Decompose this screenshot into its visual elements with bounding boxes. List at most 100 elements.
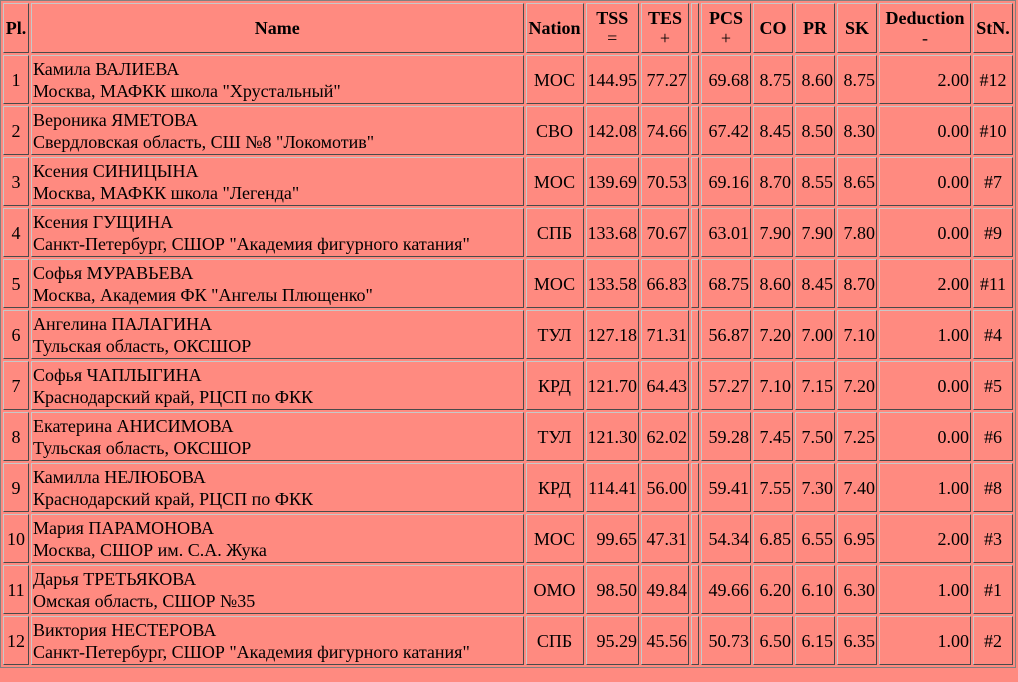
cell-stn: #12 — [973, 55, 1013, 104]
cell-name: Мария ПАРАМОНОВА Москва, СШОР им. С.А. Жу… — [31, 514, 524, 563]
cell-nation: МОС — [525, 157, 584, 206]
cell-pr: 6.55 — [795, 514, 835, 563]
skater-name: Софья ЧАПЛЫГИНА — [33, 364, 202, 385]
cell-pcs: 59.41 — [701, 463, 751, 512]
skater-club: Москва, СШОР им. С.А. Жука — [33, 539, 267, 560]
header-deduction: Deduction - — [879, 3, 971, 53]
cell-deduction: 0.00 — [879, 106, 971, 155]
header-name: Name — [31, 3, 524, 53]
header-nation: Nation — [525, 3, 584, 53]
cell-sk: 8.75 — [837, 55, 877, 104]
header-tes: TES + — [641, 3, 689, 53]
cell-place: 12 — [3, 616, 29, 665]
skater-name: Екатерина АНИСИМОВА — [33, 415, 234, 436]
cell-nation: МОС — [525, 55, 584, 104]
skater-club: Краснодарский край, РЦСП по ФКК — [33, 386, 313, 407]
cell-pcs: 57.27 — [701, 361, 751, 410]
table-row: 6 Ангелина ПАЛАГИНА Тульская область, ОКСШ… — [3, 310, 1013, 359]
cell-nation: ТУЛ — [525, 310, 584, 359]
table-row: 7 Софья ЧАПЛЫГИНА Краснодарский край, РЦСП… — [3, 361, 1013, 410]
cell-stn: #3 — [973, 514, 1013, 563]
cell-tss: 139.69 — [585, 157, 639, 206]
cell-name: Софья МУРАВЬЕВА Москва, Академия ФК "Анге… — [31, 259, 524, 308]
cell-pr: 8.60 — [795, 55, 835, 104]
cell-nation: СПБ — [525, 616, 584, 665]
cell-pcs: 50.73 — [701, 616, 751, 665]
cell-co: 6.20 — [753, 565, 793, 614]
cell-deduction: 1.00 — [879, 616, 971, 665]
cell-deduction: 0.00 — [879, 412, 971, 461]
header-stn: StN. — [973, 3, 1013, 53]
cell-tes: 74.66 — [641, 106, 689, 155]
cell-place: 7 — [3, 361, 29, 410]
skater-club: Тульская область, ОКСШОР — [33, 335, 252, 356]
cell-tss: 127.18 — [585, 310, 639, 359]
table-row: 11 Дарья ТРЕТЬЯКОВА Омская область, СШОР №… — [3, 565, 1013, 614]
cell-sk: 6.95 — [837, 514, 877, 563]
header-deduction-label: Deduction — [885, 8, 965, 28]
cell-gap — [691, 412, 699, 461]
cell-sk: 6.35 — [837, 616, 877, 665]
cell-name: Ксения СИНИЦЫНА Москва, МАФКК школа "Леге… — [31, 157, 524, 206]
skater-name: Софья МУРАВЬЕВА — [33, 262, 194, 283]
cell-deduction: 0.00 — [879, 157, 971, 206]
skater-club: Свердловская область, СШ №8 "Локомотив" — [33, 131, 375, 152]
cell-co: 8.70 — [753, 157, 793, 206]
cell-deduction: 2.00 — [879, 259, 971, 308]
cell-stn: #6 — [973, 412, 1013, 461]
cell-tes: 56.00 — [641, 463, 689, 512]
cell-nation: ОМО — [525, 565, 584, 614]
cell-place: 10 — [3, 514, 29, 563]
skater-name: Камила ВАЛИЕВА — [33, 58, 180, 79]
cell-co: 7.45 — [753, 412, 793, 461]
cell-nation: МОС — [525, 259, 584, 308]
table-row: 5 Софья МУРАВЬЕВА Москва, Академия ФК "Анг… — [3, 259, 1013, 308]
table-row: 4 Ксения ГУЩИНА Санкт-Петербург, СШОР "Ака… — [3, 208, 1013, 257]
cell-pcs: 67.42 — [701, 106, 751, 155]
table-row: 9 Камилла НЕЛЮБОВА Краснодарский край, РЦС… — [3, 463, 1013, 512]
cell-sk: 8.65 — [837, 157, 877, 206]
cell-nation: СПБ — [525, 208, 584, 257]
header-row: Pl. Name Nation TSS = TES + PCS + CO PR … — [3, 3, 1013, 53]
skater-club: Омская область, СШОР №35 — [33, 590, 256, 611]
cell-gap — [691, 310, 699, 359]
cell-tes: 45.56 — [641, 616, 689, 665]
cell-deduction: 0.00 — [879, 361, 971, 410]
cell-gap — [691, 361, 699, 410]
cell-name: Дарья ТРЕТЬЯКОВА Омская область, СШОР №35 — [31, 565, 524, 614]
cell-tss: 99.65 — [585, 514, 639, 563]
results-table: Pl. Name Nation TSS = TES + PCS + CO PR … — [0, 0, 1016, 668]
header-tss-sub: = — [607, 28, 618, 48]
cell-place: 1 — [3, 55, 29, 104]
cell-pcs: 63.01 — [701, 208, 751, 257]
skater-club: Москва, МАФКК школа "Хрустальный" — [33, 80, 341, 101]
cell-nation: МОС — [525, 514, 584, 563]
cell-gap — [691, 514, 699, 563]
cell-place: 2 — [3, 106, 29, 155]
skater-club: Москва, Академия ФК "Ангелы Плющенко" — [33, 284, 373, 305]
cell-pcs: 69.68 — [701, 55, 751, 104]
cell-deduction: 1.00 — [879, 565, 971, 614]
cell-stn: #11 — [973, 259, 1013, 308]
cell-tes: 77.27 — [641, 55, 689, 104]
cell-tes: 66.83 — [641, 259, 689, 308]
cell-tes: 71.31 — [641, 310, 689, 359]
header-sk: SK — [837, 3, 877, 53]
cell-place: 9 — [3, 463, 29, 512]
skater-club: Краснодарский край, РЦСП по ФКК — [33, 488, 313, 509]
header-tss-label: TSS — [596, 8, 629, 28]
header-pcs-label: PCS — [708, 8, 743, 28]
cell-stn: #7 — [973, 157, 1013, 206]
header-gap — [691, 3, 699, 53]
cell-tes: 47.31 — [641, 514, 689, 563]
table-row: 10 Мария ПАРАМОНОВА Москва, СШОР им. С.А. … — [3, 514, 1013, 563]
cell-name: Камилла НЕЛЮБОВА Краснодарский край, РЦСП… — [31, 463, 524, 512]
cell-co: 8.45 — [753, 106, 793, 155]
cell-stn: #1 — [973, 565, 1013, 614]
cell-place: 4 — [3, 208, 29, 257]
skater-name: Дарья ТРЕТЬЯКОВА — [33, 568, 197, 589]
table-row: 1 Камила ВАЛИЕВА Москва, МАФКК школа "Хрус… — [3, 55, 1013, 104]
cell-deduction: 2.00 — [879, 55, 971, 104]
cell-deduction: 0.00 — [879, 208, 971, 257]
cell-gap — [691, 259, 699, 308]
